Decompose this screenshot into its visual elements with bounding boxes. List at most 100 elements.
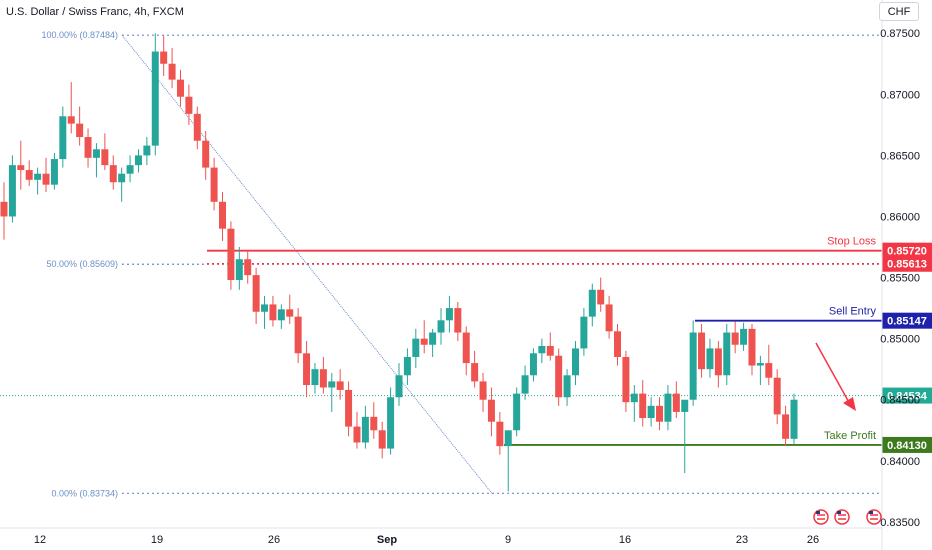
flag-canton [816, 511, 820, 514]
candle-body [219, 201, 227, 229]
candle-body [471, 363, 479, 382]
candle-body [42, 173, 50, 185]
flag-canton [837, 511, 841, 514]
time-tick-label: 26 [807, 534, 819, 546]
price-level-tag-label: 0.85147 [887, 316, 927, 328]
time-tick-label: 19 [151, 534, 163, 546]
candle-body [101, 149, 109, 166]
candle-body [336, 381, 344, 390]
candle-body [546, 345, 554, 356]
candle-body [689, 332, 697, 400]
candle-body [395, 375, 403, 398]
candle-body [277, 309, 285, 321]
candle-body [706, 348, 714, 370]
candle-body [227, 228, 235, 280]
candle-body [261, 304, 269, 312]
price-level-tag [882, 436, 932, 453]
candle-body [109, 165, 117, 183]
projection-arrow-head [843, 397, 856, 411]
candle-body [479, 381, 487, 400]
price-tick-label: 0.87000 [880, 89, 920, 101]
candle-body [496, 421, 504, 447]
candle-body [0, 201, 8, 217]
candle-body [244, 259, 252, 276]
candle-body [403, 356, 411, 376]
time-tick-label: 16 [619, 534, 631, 546]
price-level-tag-label: 0.85613 [887, 259, 927, 271]
candle-body [782, 414, 790, 439]
flag-canton [869, 511, 873, 514]
candle-body [210, 167, 218, 202]
candle-body [151, 51, 159, 146]
fibonacci-retracement: 100.00% (0.87484) 50.00% (0.85609) 0.00% (… [41, 30, 882, 498]
time-tick-label: 12 [34, 534, 46, 546]
candle-body [59, 116, 67, 160]
trade-levels: 0.85720 Stop Loss 0.85613 0.85147 Sell Entry… [0, 236, 932, 453]
price-level-tag-label: 0.84130 [887, 440, 927, 452]
candle-body [597, 289, 605, 305]
candle-body [647, 405, 655, 419]
currency-selector[interactable]: CHF [879, 2, 919, 21]
price-tick-label: 0.85000 [880, 334, 920, 346]
candle-body [84, 137, 92, 158]
candle-body [529, 353, 537, 376]
candle-body [429, 332, 437, 345]
event-flags[interactable] [813, 509, 882, 525]
candlestick-series [0, 33, 798, 492]
time-axis[interactable]: 12 19 26 Sep 9 16 23 26 [0, 527, 882, 546]
fib-level-label: 50.00% (0.85609) [46, 259, 118, 269]
price-tick-label: 0.86000 [880, 211, 920, 223]
candle-body [168, 63, 176, 80]
candle-body [580, 316, 588, 349]
candle-body [202, 140, 210, 168]
candle-body [504, 430, 512, 447]
time-tick-label: 23 [736, 534, 748, 546]
candle-body [143, 145, 151, 156]
candle-body [538, 345, 546, 354]
candle-body [25, 170, 33, 180]
candle-body [740, 328, 748, 345]
candle-body [252, 275, 260, 312]
price-level-tag-label: 0.85720 [887, 246, 927, 258]
time-tick-label: 9 [505, 534, 511, 546]
price-tick-label: 0.87500 [880, 28, 920, 40]
candle-body [462, 332, 470, 364]
candle-body [345, 389, 353, 427]
candle-body [286, 309, 294, 317]
candle-body [756, 363, 764, 366]
candle-body [605, 304, 613, 332]
price-level-tag-label: 0.84534 [887, 391, 928, 403]
candle-body [614, 331, 622, 357]
candle-body [361, 416, 369, 443]
price-axis[interactable]: 0.87500 0.87000 0.86500 0.86000 0.85500 0.850… [880, 0, 920, 550]
price-level-name: Take Profit [824, 430, 876, 442]
candle-body [723, 332, 731, 376]
candle-body [176, 79, 184, 97]
candle-body [555, 355, 563, 398]
candle-body [370, 416, 378, 431]
candle-body [378, 430, 386, 449]
candle-body [521, 375, 529, 394]
price-level-tag [882, 255, 932, 272]
candle-body [664, 393, 672, 422]
candle-body [353, 426, 361, 443]
candle-body [235, 259, 243, 280]
price-tick-label: 0.84000 [880, 456, 920, 468]
candle-body [672, 393, 680, 412]
price-level-tag [882, 387, 932, 404]
candle-body [765, 363, 773, 378]
candle-body [118, 173, 126, 183]
candle-body [17, 165, 25, 171]
candle-body [311, 369, 319, 386]
candle-body [698, 332, 706, 370]
candle-body [773, 377, 781, 415]
candle-body [134, 155, 142, 166]
fib-level-label: 100.00% (0.87484) [41, 30, 118, 40]
candle-body [92, 149, 100, 158]
price-tick-label: 0.84500 [880, 395, 920, 407]
candle-body [563, 375, 571, 398]
candle-body [76, 123, 84, 138]
candle-body [639, 393, 647, 419]
candle-body [454, 308, 462, 333]
